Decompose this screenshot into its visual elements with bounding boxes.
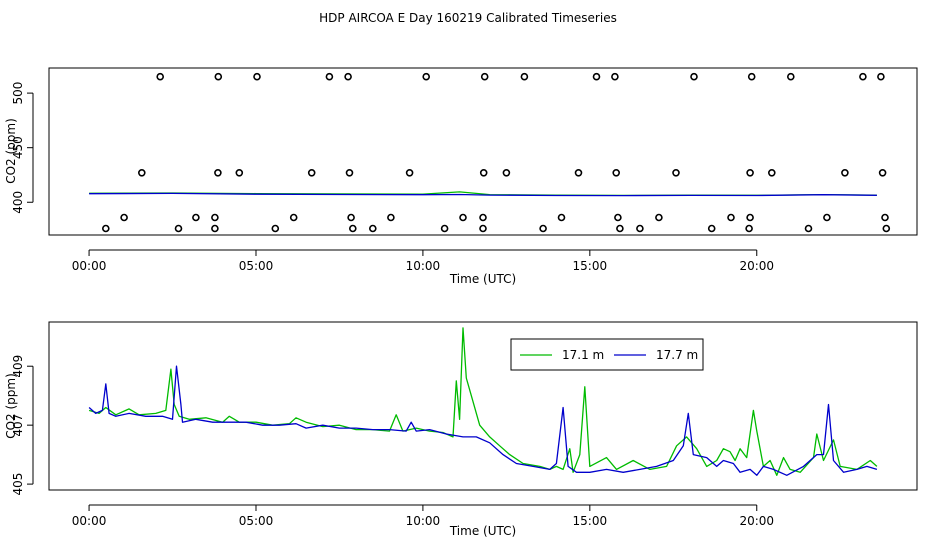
- legend: 17.1 m 17.7 m: [510, 338, 704, 371]
- calibration-point: [574, 169, 583, 177]
- calibration-point: [520, 72, 529, 81]
- legend-label-series-1: 17.1 m: [562, 348, 604, 362]
- legend-label-series-2: 17.7 m: [656, 348, 698, 362]
- legend-box: [510, 338, 704, 371]
- y-axis-label: CO2 (ppm): [4, 118, 18, 184]
- calibration-point: [459, 213, 467, 222]
- calibration-point: [786, 72, 795, 81]
- calibration-point: [307, 169, 316, 177]
- plot-frame: [48, 67, 918, 236]
- calibration-point: [655, 213, 663, 222]
- series-line-2: [89, 192, 877, 197]
- y-tick-label: 500: [11, 82, 25, 105]
- calibration-point: [878, 169, 887, 177]
- calibration-point: [348, 224, 357, 233]
- calibration-point: [611, 72, 619, 81]
- calibration-point: [192, 213, 200, 222]
- calibration-point: [479, 169, 488, 177]
- calibration-point: [405, 169, 414, 177]
- x-tick-label: 00:00: [72, 514, 107, 528]
- calibration-point: [440, 224, 449, 233]
- x-tick-label: 15:00: [573, 259, 608, 273]
- calibration-point: [767, 169, 776, 177]
- calibration-point: [214, 72, 223, 81]
- calibration-point: [557, 213, 566, 222]
- x-tick-label: 00:00: [72, 259, 107, 273]
- calibration-point: [345, 169, 354, 177]
- series-line-2: [88, 365, 878, 476]
- x-tick-label: 10:00: [406, 514, 441, 528]
- calibration-panel: CO2 (ppm) Time (UTC) 00:00 05:00 10:00 15:0…: [4, 67, 918, 286]
- calibration-point: [672, 169, 680, 177]
- calibration-point: [235, 169, 244, 177]
- calibration-point: [616, 224, 624, 233]
- series-line-1: [88, 327, 878, 476]
- plot-frame: [48, 321, 918, 491]
- calibration-point: [271, 224, 280, 233]
- calibration-point: [859, 72, 867, 81]
- calibration-point: [877, 72, 885, 81]
- x-tick-label: 05:00: [239, 259, 274, 273]
- calibration-point: [823, 213, 831, 222]
- y-tick-label: 405: [11, 473, 25, 496]
- x-axis-label: Time (UTC): [449, 524, 516, 538]
- x-tick-label: 20:00: [739, 259, 774, 273]
- chart-title: HDP AIRCOA E Day 160219 Calibrated Times…: [319, 11, 617, 25]
- calibration-point: [253, 72, 261, 81]
- calibration-point: [841, 169, 849, 177]
- calibration-point: [368, 224, 377, 233]
- calibration-point: [612, 169, 621, 177]
- calibration-point: [636, 224, 644, 233]
- calibration-point: [479, 213, 487, 222]
- calibration-point: [347, 213, 355, 222]
- timeseries-panel: CO2 (ppm) Time (UTC) 17.1 m 17.7 m 00:00…: [4, 321, 918, 538]
- calibration-point: [690, 72, 698, 81]
- calibration-point: [289, 213, 298, 222]
- calibration-point: [502, 169, 511, 177]
- calibration-point: [727, 213, 735, 222]
- calibration-point: [325, 72, 334, 81]
- y-tick-label: 407: [11, 414, 25, 437]
- calibration-point: [539, 224, 547, 233]
- calibration-point: [211, 213, 219, 222]
- calibration-point: [881, 213, 889, 222]
- calibration-point: [882, 224, 891, 233]
- calibration-point: [707, 224, 716, 233]
- y-axis-label: CO2 (ppm): [4, 373, 18, 439]
- calibration-point: [614, 213, 622, 222]
- calibration-point: [746, 213, 754, 222]
- calibration-point: [479, 224, 487, 233]
- x-axis-label: Time (UTC): [449, 272, 516, 286]
- calibration-point: [120, 213, 128, 222]
- calibration-point: [102, 224, 110, 233]
- calibration-point: [747, 72, 756, 81]
- calibration-point: [746, 169, 754, 177]
- calibration-point: [804, 224, 813, 233]
- x-tick-label: 10:00: [406, 259, 441, 273]
- calibration-point: [211, 224, 219, 233]
- calibration-point: [138, 169, 146, 177]
- calibration-point: [480, 72, 489, 81]
- x-tick-label: 15:00: [573, 514, 608, 528]
- y-tick-label: 400: [11, 191, 25, 214]
- calibration-point: [422, 72, 431, 81]
- y-tick-label: 450: [11, 136, 25, 159]
- calibration-point: [174, 224, 183, 233]
- calibration-point: [745, 224, 753, 233]
- x-tick-label: 20:00: [739, 514, 774, 528]
- calibration-point: [156, 72, 164, 81]
- x-tick-label: 05:00: [239, 514, 274, 528]
- calibration-point: [344, 72, 352, 81]
- calibration-point: [214, 169, 222, 177]
- calibration-point: [387, 213, 395, 222]
- calibration-point: [592, 72, 601, 81]
- y-tick-label: 409: [11, 355, 25, 378]
